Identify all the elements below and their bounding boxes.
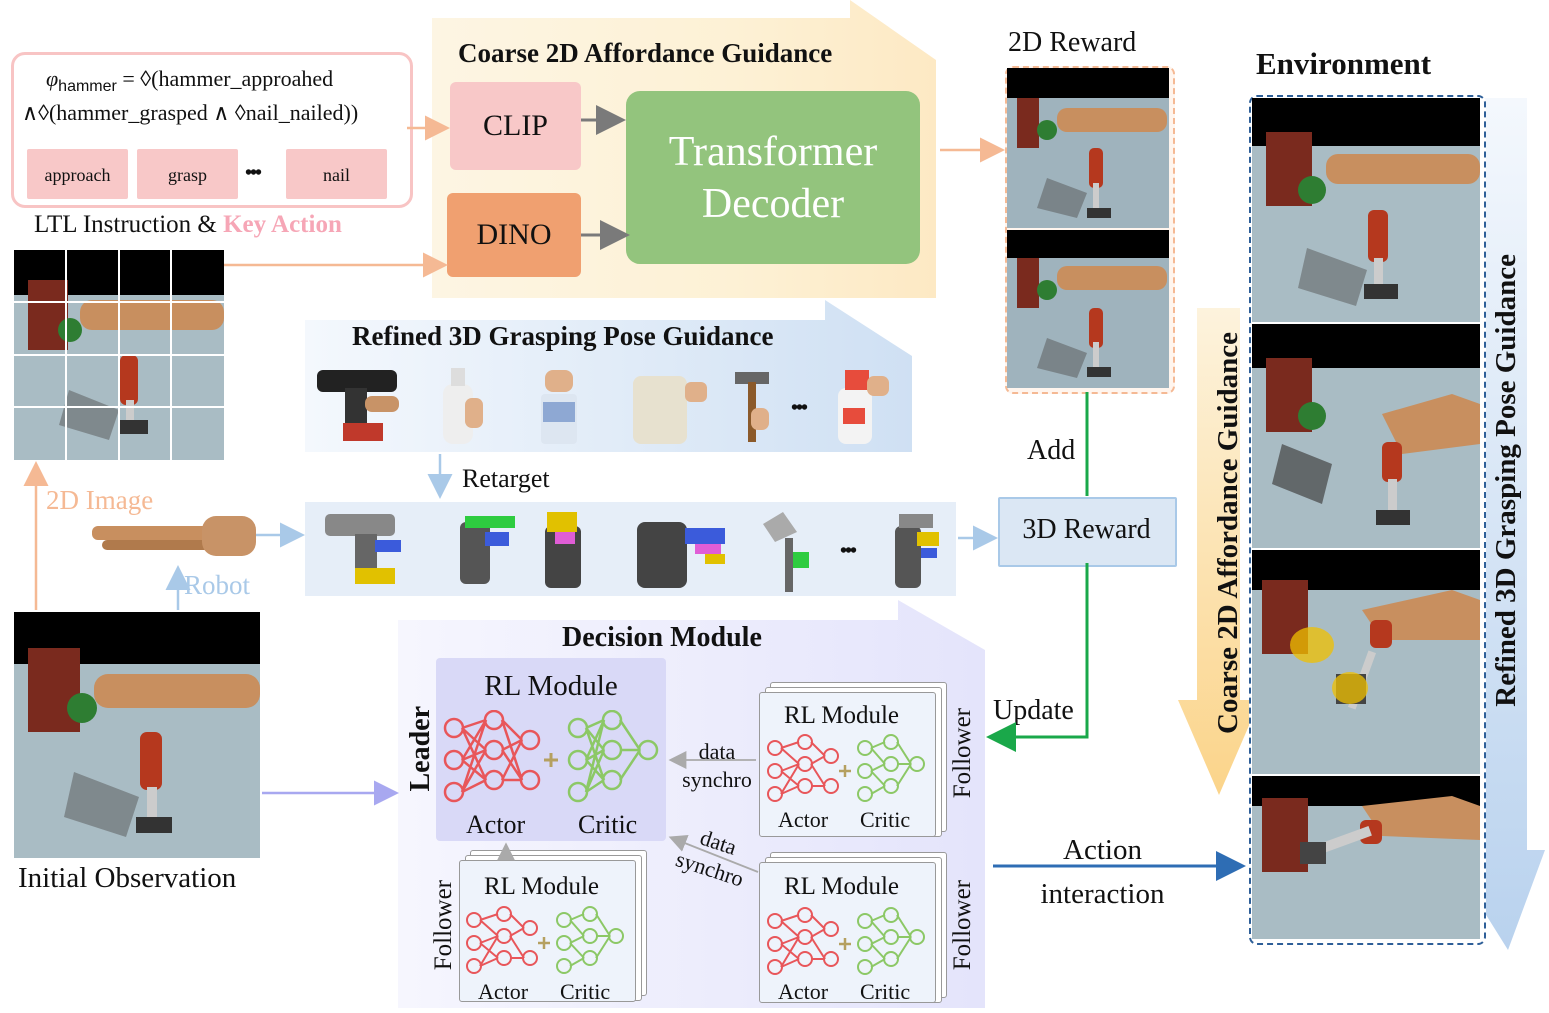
- critic-network-icon: [556, 906, 624, 974]
- key-action-grasp: [137, 149, 238, 199]
- grasping-objects-row: [305, 358, 905, 452]
- add-label: Add: [1027, 435, 1076, 466]
- retargeted-hands-row: [305, 502, 956, 596]
- leader-critic-label: Critic: [578, 810, 638, 839]
- critic-network-icon: [857, 907, 925, 975]
- clip-encoder: [450, 82, 581, 170]
- leader-label: Leader: [405, 706, 436, 792]
- plus-icon: [839, 938, 851, 950]
- initial-observation-label: Initial Observation: [18, 862, 237, 894]
- env-scene-graphic: [1252, 776, 1480, 939]
- reward-3d-label: 3D Reward: [1022, 514, 1151, 545]
- plus-icon: [839, 765, 851, 777]
- environment-frame-3: [1252, 550, 1480, 774]
- plus-icon: [538, 937, 550, 949]
- reward-2d-title: 2D Reward: [1008, 27, 1137, 58]
- follower-tr-label: Follower: [949, 708, 976, 799]
- key-action-nail-label: nail: [323, 165, 350, 185]
- coarse-vertical-label: Coarse 2D Affordance Guidance: [1212, 332, 1244, 734]
- actor-network-icon: [767, 907, 839, 975]
- environment-frame-2: [1252, 324, 1480, 548]
- decision-module-title: Decision Module: [562, 622, 762, 653]
- reward-3d-box: [998, 497, 1177, 567]
- follower-tr-networks: [767, 734, 925, 802]
- retarget-ellipsis: •••: [840, 540, 857, 562]
- update-label: Update: [993, 695, 1074, 726]
- robot-hand-graphic: [92, 516, 256, 556]
- grid-scene-graphic: [14, 250, 224, 460]
- key-action-approach: [27, 149, 128, 199]
- follower-rl-module-bottom-right: [759, 862, 936, 1003]
- refined-guidance-title: Refined 3D Grasping Pose Guidance: [352, 321, 774, 351]
- ltl-formula-line2: ∧◊(hammer_grasped ∧ ◊nail_nailed)): [22, 100, 359, 125]
- follower-br-networks: [767, 907, 925, 975]
- coarse-guidance-title: Coarse 2D Affordance Guidance: [458, 38, 833, 68]
- image-2d-label: 2D Image: [46, 485, 154, 515]
- retargeted-hands-graphic: [325, 512, 939, 592]
- plus-icon: [544, 753, 558, 767]
- follower-br-critic: Critic: [860, 979, 911, 1004]
- leader-actor-label: Actor: [466, 810, 526, 839]
- leader-rl-title: RL Module: [484, 670, 618, 702]
- retarget-label: Retarget: [462, 464, 550, 493]
- affordance-highlight: [1290, 627, 1334, 663]
- follower-br-label: Follower: [949, 880, 976, 971]
- critic-network-icon: [567, 710, 659, 803]
- robot-hand-image: [92, 508, 256, 566]
- critic-network-icon: [857, 734, 925, 802]
- environment-title: Environment: [1256, 46, 1432, 81]
- follower-bl-label: Follower: [430, 880, 457, 971]
- transformer-decoder: [626, 91, 920, 264]
- affordance-highlight: [1332, 672, 1368, 704]
- refined-objects-ellipsis: •••: [791, 397, 808, 419]
- refined-vertical-label: Refined 3D Grasping Pose Guidance: [1490, 254, 1522, 707]
- action-interaction-label: Action interaction: [1040, 834, 1165, 910]
- actor-network-icon: [466, 906, 538, 974]
- env-scene-graphic: [1252, 324, 1480, 548]
- hammer-scene-graphic: [1007, 68, 1169, 228]
- hammer-scene-graphic: [1007, 230, 1169, 388]
- ltl-formula-line1: φhammer = ◊(hammer_approahed: [46, 66, 334, 95]
- initial-observation-image: [14, 612, 260, 858]
- actor-network-icon: [767, 734, 839, 802]
- grasping-objects-graphic: [317, 368, 889, 444]
- environment-frame-1: [1252, 98, 1480, 322]
- follower-tr-title: RL Module: [783, 702, 900, 729]
- key-action-ellipsis: •••: [245, 162, 262, 184]
- actor-network-icon: [443, 710, 541, 803]
- clip-label: CLIP: [482, 109, 548, 142]
- follower-bl-networks: [466, 906, 624, 974]
- env-scene-graphic: [1252, 550, 1480, 774]
- reward-2d-image-1: [1007, 68, 1169, 228]
- follower-bl-critic: Critic: [560, 979, 611, 1004]
- follower-br-title: RL Module: [783, 873, 900, 900]
- env-scene-graphic: [1252, 98, 1480, 322]
- dino-label: DINO: [476, 218, 552, 251]
- key-action-grasp-label: grasp: [168, 165, 207, 185]
- follower-br-actor: Actor: [778, 979, 829, 1004]
- image-2d-grid: [14, 250, 224, 460]
- key-action-approach-label: approach: [44, 165, 111, 185]
- key-action-nail: [286, 149, 387, 199]
- follower-tr-actor: Actor: [778, 807, 829, 832]
- sync-bottom-label: data synchro: [672, 824, 747, 892]
- follower-bl-title: RL Module: [483, 873, 600, 900]
- reward-2d-image-2: [1007, 230, 1169, 388]
- dino-encoder: [447, 193, 581, 277]
- leader-networks: [443, 710, 659, 803]
- environment-frame-4: [1252, 776, 1480, 939]
- decoder-label: Transformer Decoder: [668, 129, 878, 227]
- sync-top-label: data synchro: [682, 739, 752, 792]
- robot-label: Robot: [184, 570, 251, 600]
- follower-bl-actor: Actor: [478, 979, 529, 1004]
- initial-scene-graphic: [14, 612, 260, 858]
- follower-tr-critic: Critic: [860, 807, 911, 832]
- ltl-caption: LTL Instruction & Key Action: [34, 211, 342, 238]
